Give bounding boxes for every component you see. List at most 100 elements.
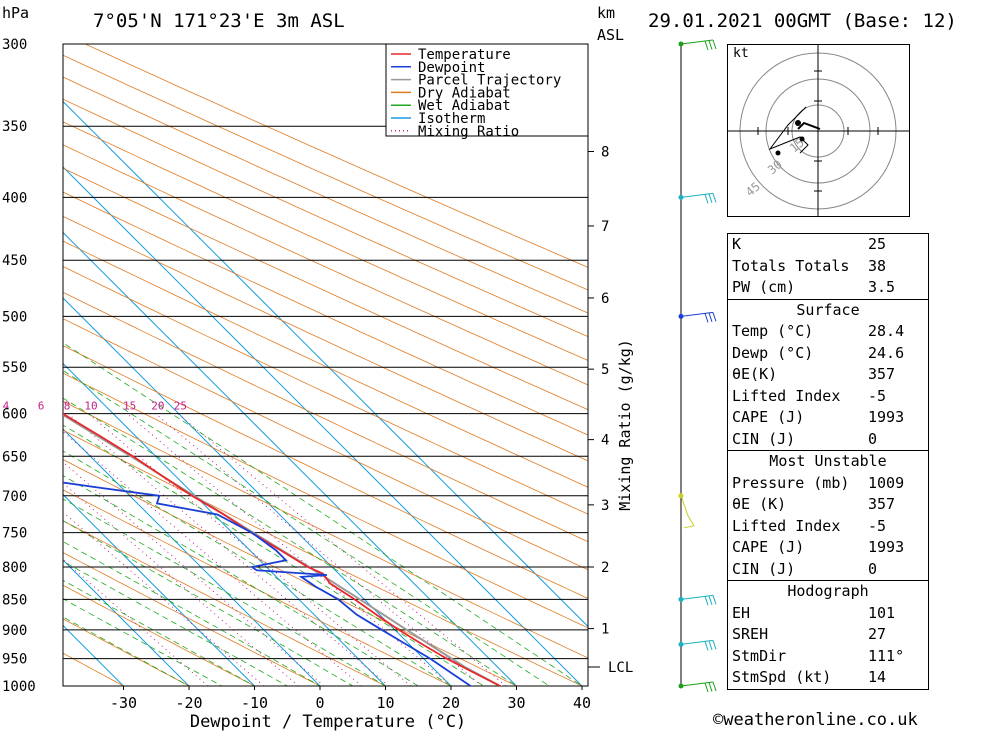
location-title: 7°05'N 171°23'E 3m ASL bbox=[93, 10, 345, 32]
hodo-table-row: StmSpd (kt) 14 bbox=[728, 667, 928, 689]
dry-adiabat-line bbox=[63, 552, 321, 686]
surface-title: Surface bbox=[796, 300, 860, 319]
wind-barb-feather bbox=[708, 312, 713, 323]
wind-barb-feather bbox=[712, 681, 717, 692]
hodo-table-row: SREH 27 bbox=[728, 624, 928, 646]
hodograph-section: Hodograph EH 101 SREH 27 StmDir 111° StmSpd (k… bbox=[728, 580, 928, 689]
dry-adiabat-line bbox=[63, 372, 588, 629]
stat-value: 38 bbox=[868, 256, 887, 275]
stat-label: Pressure (mb) bbox=[732, 473, 850, 492]
hodograph-panel: kt 15 30 45 bbox=[727, 44, 910, 217]
stat-value: 111° bbox=[868, 646, 905, 665]
temp-tick-label: 10 bbox=[376, 694, 394, 712]
wind-barb-feather bbox=[708, 595, 713, 605]
pressure-tick-label: 1000 bbox=[2, 679, 36, 695]
wind-barb bbox=[680, 311, 714, 317]
wet-adiabat-line bbox=[63, 342, 583, 686]
stat-label: CIN (J) bbox=[732, 559, 796, 578]
hodograph-point bbox=[795, 120, 801, 126]
wet-adiabat-line bbox=[63, 560, 289, 686]
wind-barb-feather bbox=[712, 193, 717, 203]
temp-tick-label: 20 bbox=[442, 694, 460, 712]
hodograph-point bbox=[799, 136, 805, 142]
pressure-tick-label: 300 bbox=[2, 37, 27, 53]
surface-row: θE(K) 357 bbox=[728, 364, 928, 386]
profile-group bbox=[63, 412, 503, 686]
stat-label: StmSpd (kt) bbox=[732, 668, 832, 686]
stat-value: 1993 bbox=[868, 538, 905, 556]
stat-label: Dewp (°C) bbox=[732, 343, 814, 362]
temp-tick-label: -20 bbox=[175, 694, 202, 712]
most-unstable-row: θE (K) 357 bbox=[728, 494, 928, 516]
x-axis-label: Dewpoint / Temperature (°C) bbox=[190, 712, 466, 732]
pressure-tick-label: 350 bbox=[2, 119, 27, 135]
wet-adiabat-line bbox=[63, 541, 321, 686]
mixing-ratio-line bbox=[67, 413, 390, 686]
pressure-tick-label: 450 bbox=[2, 253, 27, 269]
km-tick-label: 7 bbox=[601, 219, 609, 235]
copyright-icon: © bbox=[713, 710, 724, 730]
hpa-unit: hPa bbox=[2, 4, 30, 22]
most-unstable-row: CIN (J) 0 bbox=[728, 559, 928, 581]
wet-adiabat-line bbox=[63, 475, 420, 686]
wind-barbs bbox=[678, 39, 717, 693]
dry-adiabat-line bbox=[63, 191, 588, 436]
mixing-ratio-line bbox=[63, 511, 265, 686]
stat-value: 14 bbox=[868, 668, 887, 686]
stat-value: 357 bbox=[868, 365, 896, 383]
temp-tick-label: -10 bbox=[241, 694, 268, 712]
site-link[interactable]: weatheronline.co.uk bbox=[723, 710, 918, 730]
stat-label: K bbox=[732, 235, 742, 253]
surface-section: Surface Temp (°C) 28.4 Dewp (°C) 24.6 θE(K) 3… bbox=[728, 298, 928, 451]
pw-row: PW (cm) 3.5 bbox=[728, 277, 928, 299]
stat-label: PW (cm) bbox=[732, 278, 796, 296]
pressure-tick-label: 750 bbox=[2, 526, 27, 542]
stat-value: 357 bbox=[868, 495, 896, 513]
wind-barb-feather bbox=[704, 194, 709, 204]
wind-barb-feather bbox=[712, 312, 717, 322]
surface-row: CIN (J) 0 bbox=[728, 429, 928, 451]
legend-label: Parcel Trajectory bbox=[418, 73, 561, 89]
pressure-tick-label: 600 bbox=[2, 407, 27, 423]
stat-value: 27 bbox=[868, 625, 887, 643]
stat-label: CAPE (J) bbox=[732, 408, 805, 426]
pressure-tick-label: 900 bbox=[2, 623, 27, 639]
dry-adiabat-line bbox=[63, 400, 588, 659]
dry-adiabat-line bbox=[63, 98, 588, 338]
mixing-ratio-line bbox=[88, 413, 412, 686]
stat-value: 24.6 bbox=[868, 343, 905, 362]
isotherm-line bbox=[63, 100, 588, 628]
wind-barb-feather bbox=[712, 595, 717, 605]
wind-barb-feather bbox=[708, 40, 713, 50]
mixing-ratio-label: 6 bbox=[38, 400, 45, 413]
wind-barb bbox=[680, 594, 714, 600]
stat-label: Totals Totals bbox=[732, 256, 850, 275]
plot-frame bbox=[62, 43, 589, 687]
dry-adiabat-line bbox=[63, 144, 588, 386]
stat-value: 3.5 bbox=[868, 278, 896, 296]
stat-value: 25 bbox=[868, 235, 887, 253]
km-tick-label: 2 bbox=[601, 560, 609, 576]
stat-value: 101 bbox=[868, 603, 896, 622]
surface-row: Temp (°C) 28.4 bbox=[728, 321, 928, 343]
dry-adiabat-line bbox=[63, 121, 588, 361]
pressure-tick-label: 650 bbox=[2, 449, 27, 465]
footer-credit[interactable]: ©weatheronline.co.uk bbox=[713, 710, 918, 730]
km-tick-label: 5 bbox=[601, 362, 609, 378]
isotherm-line bbox=[63, 493, 256, 686]
stat-label: SREH bbox=[732, 625, 769, 643]
legend-box bbox=[385, 43, 589, 137]
legend-label: Temperature bbox=[418, 47, 511, 63]
legend-label: Mixing Ratio bbox=[418, 124, 519, 140]
legend-label: Dewpoint bbox=[418, 60, 485, 76]
most-unstable-section: Most Unstable Pressure (mb) 1009 θE (K) 357… bbox=[728, 450, 928, 580]
pressure-tick-label: 700 bbox=[2, 489, 27, 505]
temp-tick-label: 0 bbox=[315, 694, 324, 712]
wet-adiabat-line bbox=[63, 520, 354, 686]
dry-adiabat-line bbox=[63, 618, 190, 686]
stat-value: -5 bbox=[868, 516, 887, 535]
temp-tick-label: 40 bbox=[573, 694, 591, 712]
lcl-label: LCL bbox=[608, 660, 633, 676]
dry-adiabat-line bbox=[84, 44, 588, 268]
